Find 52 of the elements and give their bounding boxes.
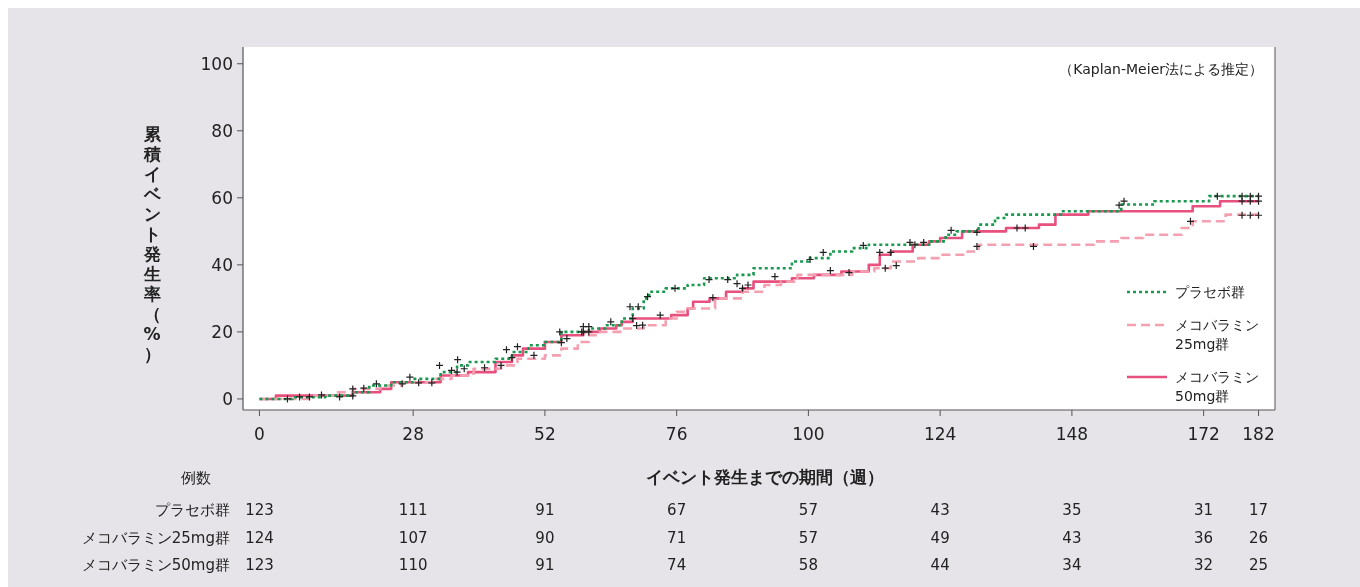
text: 90	[535, 528, 555, 547]
y-tick-label: 60	[211, 187, 233, 208]
x-tick-label: 0	[254, 424, 265, 444]
text: プラセボ群	[155, 501, 230, 519]
y-tick-label: 20	[211, 321, 233, 342]
text: メコバラミン50mg群	[81, 556, 230, 574]
x-tick-label: 100	[792, 424, 825, 444]
legend-label: プラセボ群	[1175, 284, 1245, 300]
text: 91	[535, 501, 555, 519]
text: 58	[798, 556, 818, 574]
y-tick-label: 100	[200, 53, 233, 74]
text: 124	[245, 528, 274, 547]
x-tick-label: 52	[534, 424, 556, 444]
text: 57	[798, 528, 818, 547]
text: 34	[1062, 556, 1082, 574]
text: 67	[667, 501, 687, 519]
text: 例数	[181, 469, 211, 487]
x-tick-label: 172	[1187, 424, 1220, 444]
text: 26	[1248, 528, 1269, 547]
text: 71	[667, 528, 687, 547]
text: 17	[1248, 501, 1269, 519]
text: 49	[930, 528, 950, 547]
text: 25	[1248, 556, 1269, 574]
x-tick-label: 148	[1055, 424, 1089, 444]
text: 36	[1194, 528, 1214, 547]
x-tick-label: 182	[1242, 424, 1275, 444]
text: 107	[398, 528, 428, 547]
text: 32	[1194, 556, 1214, 574]
y-tick-label: 80	[211, 120, 233, 141]
text: 111	[398, 501, 428, 519]
text: 44	[930, 556, 950, 574]
text: 43	[1062, 528, 1082, 547]
text: 35	[1062, 501, 1082, 519]
text: 累積イベント発生率（%）	[143, 124, 161, 364]
text: 123	[245, 556, 274, 574]
text: 74	[667, 556, 687, 574]
legend-label: メコバラミン25mg群	[1175, 317, 1259, 352]
y-tick-label: 0	[222, 388, 233, 409]
annotation: （Kaplan-Meier法による推定）	[1059, 61, 1263, 77]
x-axis-title: イベント発生までの期間（週）	[646, 467, 884, 487]
text: 57	[798, 501, 818, 519]
y-tick-label: 40	[211, 254, 233, 275]
text: 43	[930, 501, 950, 519]
text: 123	[245, 501, 274, 519]
text: メコバラミン25mg群	[81, 528, 230, 547]
x-tick-label: 76	[665, 424, 688, 444]
text: 31	[1194, 501, 1214, 519]
x-tick-label: 28	[402, 424, 424, 444]
text: 91	[535, 556, 555, 574]
text: 110	[398, 556, 428, 574]
x-tick-label: 124	[923, 424, 957, 444]
legend-label: メコバラミン50mg群	[1175, 369, 1259, 404]
